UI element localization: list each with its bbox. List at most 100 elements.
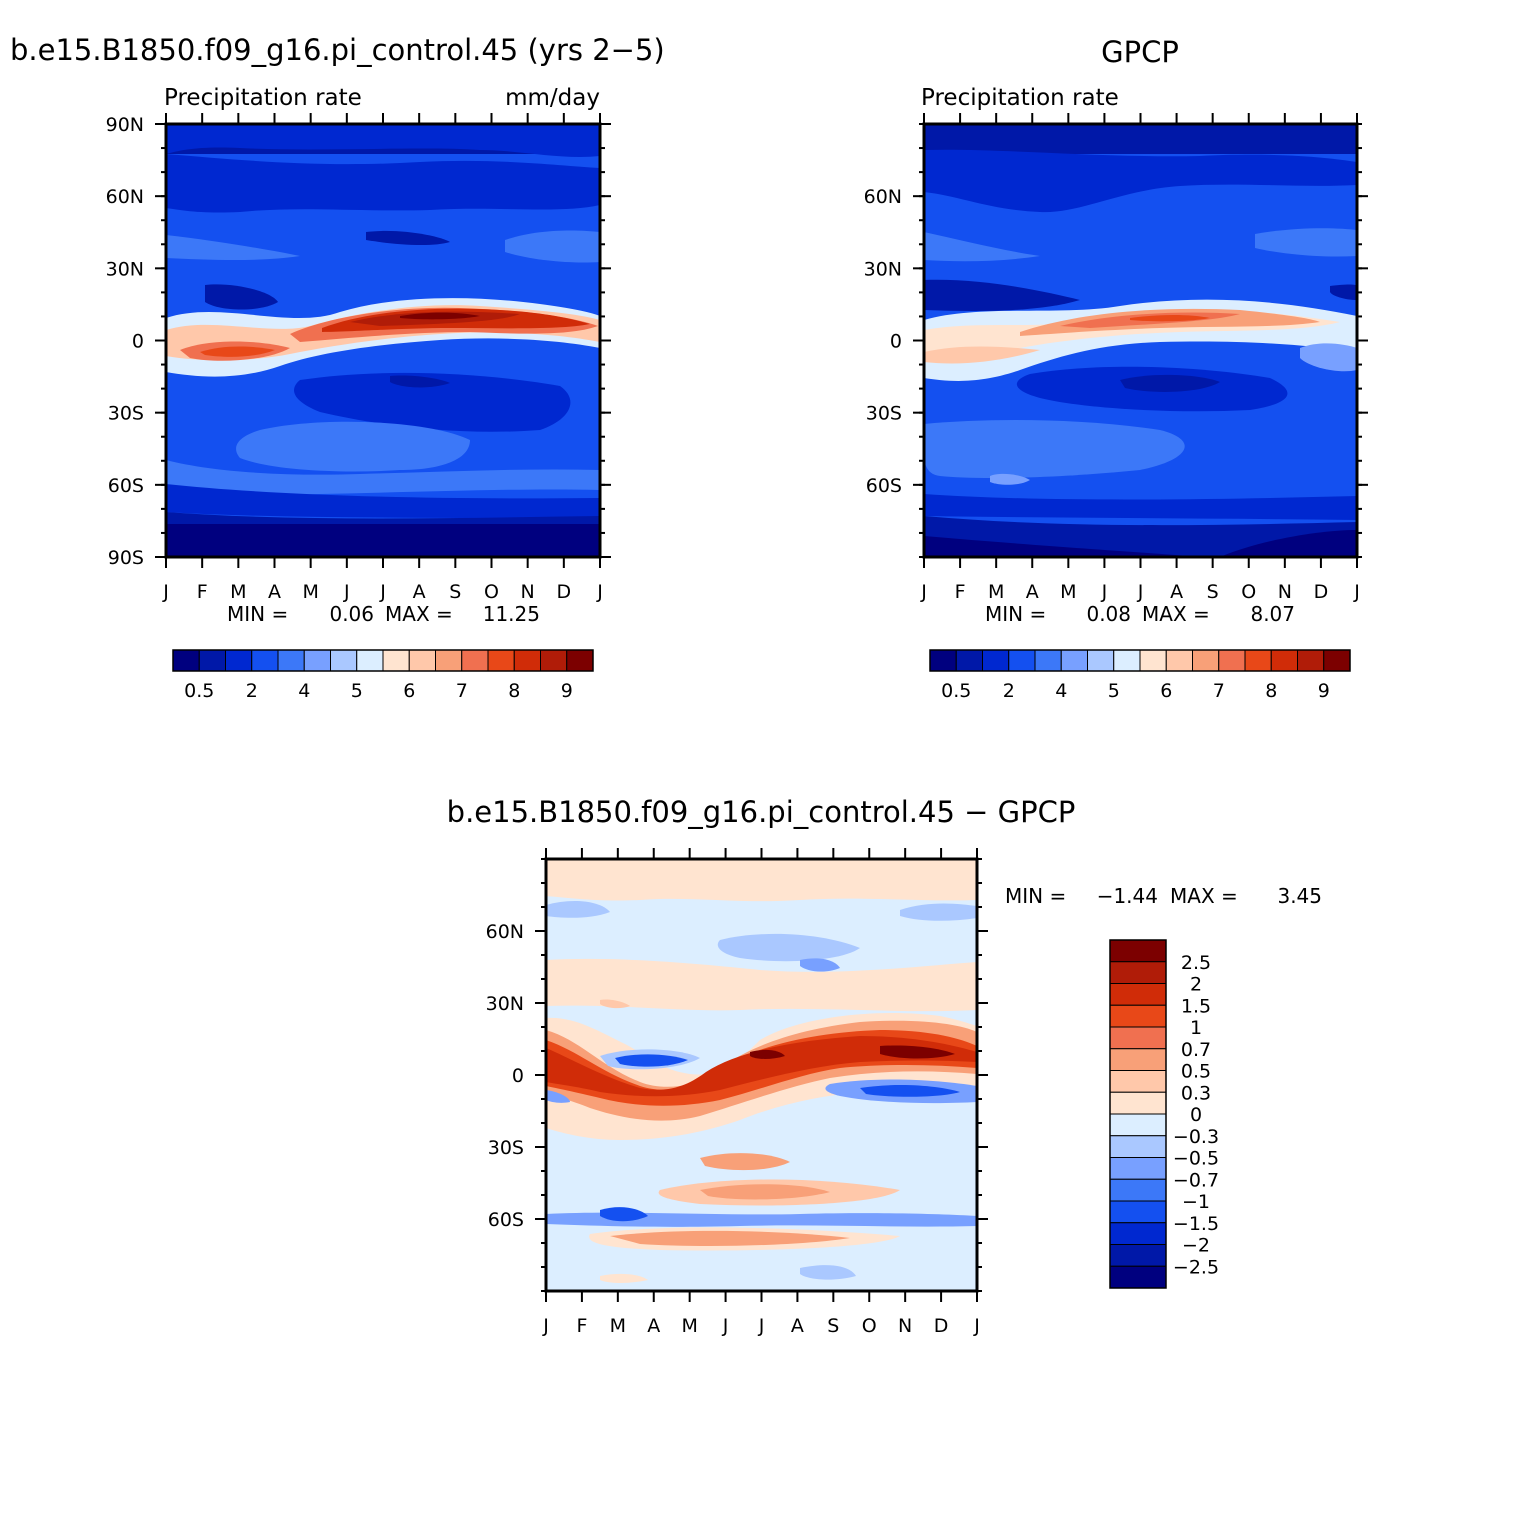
panel-difference-max-label: MAX = bbox=[1170, 884, 1238, 908]
colorbar-label: 2 bbox=[1190, 974, 1202, 996]
panel-gpcp-max-label: MAX = bbox=[1142, 602, 1210, 626]
x-tick-label: M bbox=[302, 581, 318, 603]
x-tick-label: M bbox=[681, 1315, 697, 1337]
colorbar-swatch bbox=[1008, 649, 1036, 672]
colorbar-swatch bbox=[435, 649, 463, 672]
colorbar-frame bbox=[172, 649, 594, 672]
colorbar-label: 8 bbox=[508, 680, 520, 702]
y-tick-label: 30N bbox=[106, 258, 144, 280]
colorbar-label: 2 bbox=[1003, 680, 1015, 702]
colorbar-swatch bbox=[982, 649, 1010, 672]
colorbar-frame bbox=[929, 649, 1351, 672]
x-tick-label: F bbox=[576, 1315, 587, 1337]
colorbar-label: 6 bbox=[403, 680, 415, 702]
panel-difference-field bbox=[546, 859, 977, 1291]
x-tick-label: O bbox=[1241, 581, 1256, 603]
panel-model-title: b.e15.B1850.f09_g16.pi_control.45 (yrs 2… bbox=[10, 33, 665, 67]
colorbar-swatch bbox=[1109, 1091, 1167, 1115]
colorbar-label: 1 bbox=[1190, 1017, 1202, 1039]
colorbar-swatch bbox=[172, 649, 200, 672]
colorbar-label: 6 bbox=[1160, 680, 1172, 702]
x-tick-label: J bbox=[722, 1315, 729, 1337]
colorbar-label: 0 bbox=[1190, 1104, 1202, 1126]
y-tick-label: 0 bbox=[890, 331, 902, 353]
y-tick-label: 30S bbox=[108, 403, 144, 425]
colorbar-swatch bbox=[1165, 649, 1193, 672]
colorbar-swatch bbox=[540, 649, 568, 672]
colorbar-swatch bbox=[1323, 649, 1351, 672]
panel-difference-max-value: 3.45 bbox=[1277, 884, 1322, 908]
y-tick-label: 0 bbox=[512, 1065, 524, 1087]
colorbar-swatch bbox=[1109, 1265, 1167, 1289]
colorbar-swatch bbox=[513, 649, 541, 672]
x-tick-label: A bbox=[1170, 581, 1183, 603]
colorbar-label: 0.3 bbox=[1181, 1082, 1211, 1104]
y-tick-label: 60S bbox=[488, 1209, 524, 1231]
colorbar-label: −1.5 bbox=[1173, 1213, 1219, 1235]
x-tick-label: S bbox=[827, 1315, 839, 1337]
panel-difference-y-axis: 60N 30N 0 30S 60S bbox=[486, 921, 524, 1231]
x-tick-label: M bbox=[610, 1315, 626, 1337]
colorbar-swatch bbox=[1109, 1048, 1167, 1071]
colorbar-swatch bbox=[408, 649, 436, 672]
x-tick-label: J bbox=[379, 581, 386, 603]
colorbar-swatch bbox=[1109, 1113, 1167, 1137]
x-tick-label: O bbox=[862, 1315, 877, 1337]
colorbar-swatch bbox=[487, 649, 515, 672]
colorbar-label: −0.7 bbox=[1173, 1169, 1219, 1191]
colorbar-swatch bbox=[1109, 939, 1167, 963]
panel-difference-colorbar: 2.521.510.70.50.30−0.3−0.5−0.7−1−1.5−2−2… bbox=[1109, 939, 1219, 1289]
x-tick-label: J bbox=[596, 581, 603, 603]
x-tick-label: J bbox=[1137, 581, 1144, 603]
x-tick-label: A bbox=[268, 581, 281, 603]
x-tick-label: J bbox=[973, 1315, 980, 1337]
colorbar-frame bbox=[1109, 939, 1167, 1289]
x-tick-label: A bbox=[1026, 581, 1039, 603]
y-tick-label: 30N bbox=[486, 993, 524, 1015]
x-tick-label: D bbox=[1314, 581, 1329, 603]
y-tick-label: 60S bbox=[866, 475, 902, 497]
colorbar-label: −2 bbox=[1182, 1235, 1210, 1257]
colorbar-swatch bbox=[198, 649, 226, 672]
x-tick-label: A bbox=[413, 581, 426, 603]
panel-gpcp: GPCP Precipitation rate bbox=[864, 35, 1368, 702]
colorbar-label: 2 bbox=[246, 680, 258, 702]
panel-model-left-label: Precipitation rate bbox=[164, 85, 362, 111]
colorbar-swatch bbox=[461, 649, 489, 672]
x-tick-label: J bbox=[542, 1315, 549, 1337]
panel-model-y-axis: 90N 60N 30N 0 30S 60S 90S bbox=[106, 114, 144, 569]
colorbar-label: 9 bbox=[1318, 680, 1330, 702]
colorbar-swatch bbox=[1139, 649, 1167, 672]
colorbar-label: 7 bbox=[456, 680, 468, 702]
panel-gpcp-colorbar: 0.5 2 4 5 6 7 8 9 bbox=[929, 649, 1351, 702]
panel-model: b.e15.B1850.f09_g16.pi_control.45 (yrs 2… bbox=[10, 33, 665, 702]
colorbar-label: 0.5 bbox=[184, 680, 214, 702]
colorbar-swatch bbox=[1087, 649, 1115, 672]
y-tick-label: 60S bbox=[108, 475, 144, 497]
colorbar-label: 0.7 bbox=[1181, 1039, 1211, 1061]
panel-gpcp-left-label: Precipitation rate bbox=[921, 85, 1119, 111]
colorbar-swatch bbox=[1109, 1222, 1167, 1245]
colorbar-swatch bbox=[1109, 1004, 1167, 1028]
colorbar-swatch bbox=[1270, 649, 1298, 672]
colorbar-swatch bbox=[1109, 1070, 1167, 1093]
colorbar-label: 5 bbox=[1108, 680, 1120, 702]
y-tick-label: 30S bbox=[488, 1137, 524, 1159]
x-tick-label: D bbox=[557, 581, 572, 603]
y-tick-label: 30S bbox=[866, 403, 902, 425]
x-tick-label: S bbox=[1207, 581, 1219, 603]
x-tick-label: J bbox=[758, 1315, 765, 1337]
colorbar-swatch bbox=[1218, 649, 1246, 672]
panel-model-colorbar: 0.5 2 4 5 6 7 8 9 bbox=[172, 649, 594, 702]
panel-model-max-value: 11.25 bbox=[483, 602, 540, 626]
colorbar-swatch bbox=[1244, 649, 1272, 672]
x-tick-label: J bbox=[162, 581, 169, 603]
x-tick-label: M bbox=[230, 581, 246, 603]
colorbar-label: 9 bbox=[561, 680, 573, 702]
panel-difference-title: b.e15.B1850.f09_g16.pi_control.45 − GPCP bbox=[447, 795, 1076, 829]
colorbar-label: −2.5 bbox=[1173, 1256, 1219, 1278]
